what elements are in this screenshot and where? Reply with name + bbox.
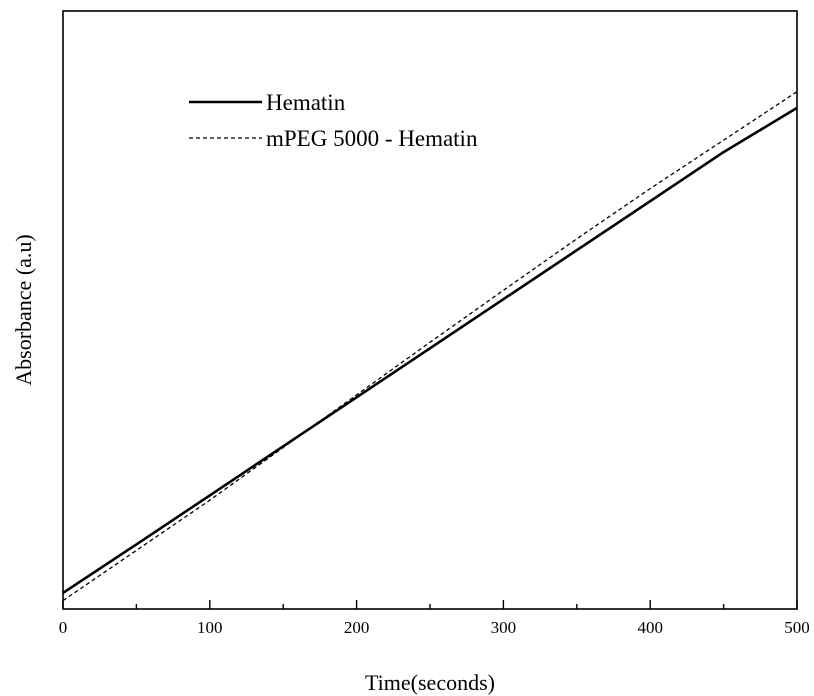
x-tick-label: 200 <box>344 618 370 637</box>
x-tick-label: 400 <box>637 618 663 637</box>
y-axis-title: Absorbance (a.u) <box>11 234 36 386</box>
x-tick-label: 100 <box>197 618 223 637</box>
legend-label-hematin: Hematin <box>266 90 346 115</box>
legend: Hematin mPEG 5000 - Hematin <box>189 90 478 151</box>
x-tick-label: 500 <box>784 618 810 637</box>
series-line-hematin <box>62 106 798 594</box>
x-tick-label: 0 <box>59 618 68 637</box>
x-axis-title: Time(seconds) <box>365 670 495 695</box>
series-line-mpeg-hematin <box>62 91 798 602</box>
x-tick-label: 300 <box>491 618 517 637</box>
legend-label-mpeg-hematin: mPEG 5000 - Hematin <box>266 126 478 151</box>
